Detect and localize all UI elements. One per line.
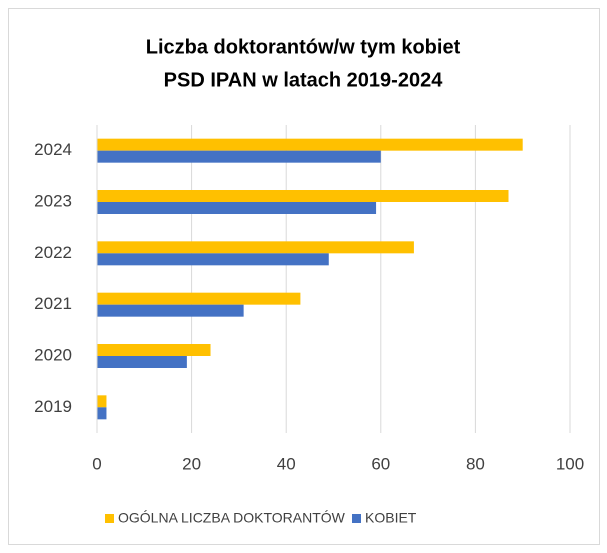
bar [97,304,244,317]
y-tick-label: 2024 [34,140,72,159]
legend-label: OGÓLNA LICZBA DOKTORANTÓW [118,510,346,526]
bar [97,241,414,254]
y-tick-label: 2019 [34,397,72,416]
legend-swatch [105,514,114,523]
y-tick-label: 2022 [34,243,72,262]
x-tick-label: 40 [277,454,296,473]
bar [97,190,509,202]
x-tick-label: 100 [556,454,584,473]
x-tick-label: 80 [466,454,485,473]
x-tick-label: 0 [92,454,101,473]
y-tick-label: 2021 [34,294,72,313]
chart-title: PSD IPAN w latach 2019-2024 [164,69,444,91]
bar [97,344,211,356]
bar [97,253,329,266]
bar [97,150,381,163]
legend-swatch [352,514,361,523]
bar [97,292,301,305]
x-tick-label: 60 [371,454,390,473]
bar [97,356,187,368]
legend-label: KOBIET [365,510,417,526]
bar [97,407,107,420]
bar [97,138,523,151]
bar [97,202,377,214]
chart-title: Liczba doktorantów/w tym kobiet [146,36,461,58]
chart-border [8,8,600,545]
y-tick-label: 2020 [34,345,72,364]
bar [97,395,107,408]
x-tick-label: 20 [182,454,201,473]
y-tick-label: 2023 [34,191,72,210]
